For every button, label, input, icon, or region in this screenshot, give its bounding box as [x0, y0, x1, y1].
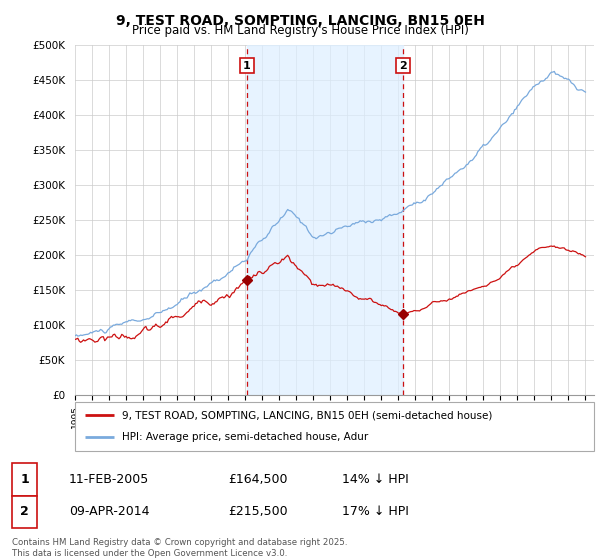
Bar	[247, 45, 403, 395]
Text: £215,500: £215,500	[228, 505, 287, 519]
Text: 9, TEST ROAD, SOMPTING, LANCING, BN15 0EH (semi-detached house): 9, TEST ROAD, SOMPTING, LANCING, BN15 0E…	[122, 410, 492, 421]
Text: 14% ↓ HPI: 14% ↓ HPI	[342, 473, 409, 486]
Text: 2: 2	[399, 60, 407, 71]
Text: 9, TEST ROAD, SOMPTING, LANCING, BN15 0EH: 9, TEST ROAD, SOMPTING, LANCING, BN15 0E…	[116, 14, 484, 28]
Text: 11-FEB-2005: 11-FEB-2005	[69, 473, 149, 486]
Text: Price paid vs. HM Land Registry's House Price Index (HPI): Price paid vs. HM Land Registry's House …	[131, 24, 469, 37]
FancyBboxPatch shape	[75, 402, 594, 451]
Text: 09-APR-2014: 09-APR-2014	[69, 505, 149, 519]
FancyBboxPatch shape	[12, 496, 37, 528]
Text: 17% ↓ HPI: 17% ↓ HPI	[342, 505, 409, 519]
Text: £164,500: £164,500	[228, 473, 287, 486]
Text: Contains HM Land Registry data © Crown copyright and database right 2025.
This d: Contains HM Land Registry data © Crown c…	[12, 538, 347, 558]
Text: 2: 2	[20, 505, 29, 519]
Text: HPI: Average price, semi-detached house, Adur: HPI: Average price, semi-detached house,…	[122, 432, 368, 442]
FancyBboxPatch shape	[12, 463, 37, 496]
Text: 1: 1	[20, 473, 29, 486]
Text: 1: 1	[243, 60, 251, 71]
